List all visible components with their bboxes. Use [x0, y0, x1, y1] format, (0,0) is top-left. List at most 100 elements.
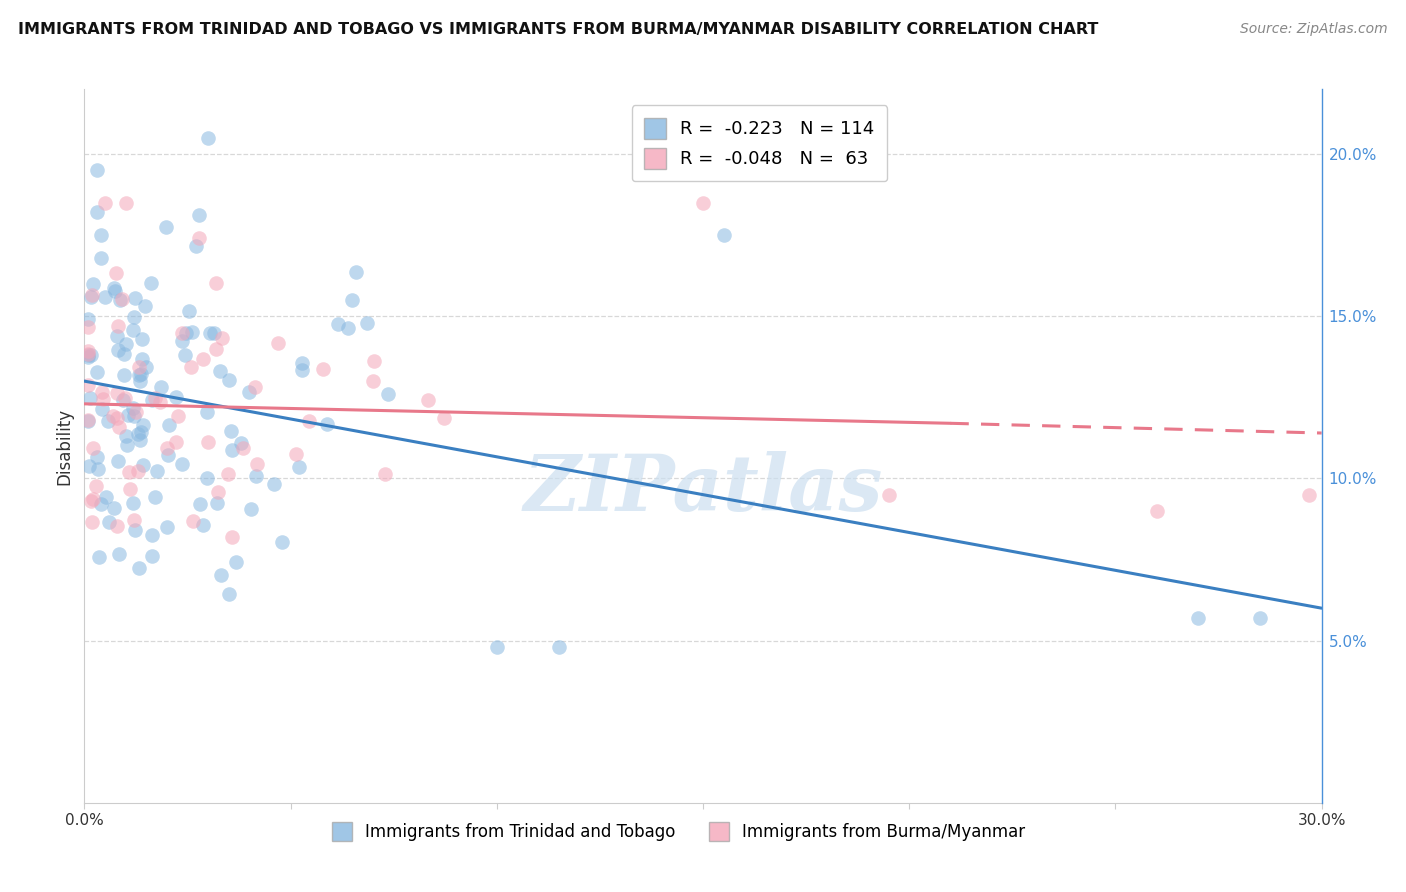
Point	[82, 288, 104, 302]
Point	[127, 464, 149, 478]
Point	[1249, 611, 1271, 625]
Point	[117, 409, 139, 423]
Point	[149, 395, 172, 409]
Point	[105, 385, 128, 400]
Point	[245, 468, 267, 483]
Point	[122, 401, 145, 415]
Point	[77, 350, 100, 364]
Point	[356, 317, 378, 331]
Point	[111, 293, 134, 307]
Point	[342, 293, 364, 307]
Point	[90, 228, 112, 243]
Point	[291, 356, 314, 370]
Point	[312, 362, 335, 376]
Point	[176, 326, 198, 341]
Point	[90, 384, 112, 399]
Point	[104, 266, 127, 280]
Point	[122, 409, 145, 423]
Point	[165, 435, 187, 450]
Point	[112, 347, 135, 361]
Point	[225, 555, 247, 569]
Point	[240, 502, 263, 516]
Point	[135, 359, 157, 374]
Point	[80, 290, 103, 304]
Point	[200, 326, 222, 341]
Point	[157, 418, 180, 433]
Point	[298, 414, 321, 428]
Point	[82, 492, 104, 507]
Point	[86, 462, 108, 476]
Point	[221, 530, 243, 544]
Point	[79, 348, 101, 362]
Point	[114, 195, 136, 210]
Point	[191, 352, 214, 367]
Point	[145, 464, 167, 478]
Point	[107, 319, 129, 334]
Point	[134, 299, 156, 313]
Point	[128, 368, 150, 382]
Point	[328, 318, 350, 332]
Point	[156, 520, 179, 534]
Point	[361, 375, 384, 389]
Point	[107, 454, 129, 468]
Y-axis label: Disability: Disability	[55, 408, 73, 484]
Point	[79, 459, 101, 474]
Point	[229, 435, 252, 450]
Legend: Immigrants from Trinidad and Tobago, Immigrants from Burma/Myanmar: Immigrants from Trinidad and Tobago, Imm…	[325, 815, 1032, 848]
Point	[221, 442, 243, 457]
Point	[205, 496, 228, 510]
Point	[124, 523, 146, 537]
Point	[218, 373, 240, 387]
Point	[267, 336, 290, 351]
Point	[94, 195, 117, 210]
Point	[90, 498, 112, 512]
Point	[205, 277, 228, 291]
Point	[93, 392, 115, 406]
Point	[208, 364, 231, 378]
Point	[82, 277, 104, 291]
Point	[485, 640, 508, 654]
Point	[155, 441, 177, 455]
Point	[122, 513, 145, 527]
Point	[316, 417, 339, 431]
Point	[205, 342, 228, 356]
Point	[86, 205, 108, 219]
Point	[186, 239, 208, 253]
Point	[433, 411, 456, 425]
Point	[344, 265, 367, 279]
Point	[218, 587, 240, 601]
Point	[115, 336, 138, 351]
Point	[238, 385, 260, 400]
Point	[363, 353, 385, 368]
Point	[86, 163, 108, 178]
Point	[91, 402, 114, 417]
Point	[188, 497, 211, 511]
Point	[94, 490, 117, 504]
Point	[82, 441, 104, 455]
Point	[114, 368, 136, 383]
Point	[77, 348, 100, 362]
Point	[211, 331, 233, 345]
Point	[107, 420, 129, 434]
Point	[77, 347, 100, 361]
Point	[129, 433, 152, 447]
Point	[131, 351, 153, 366]
Point	[143, 491, 166, 505]
Point	[128, 360, 150, 375]
Point	[97, 414, 120, 428]
Point	[118, 465, 141, 479]
Point	[132, 417, 155, 432]
Point	[103, 281, 125, 295]
Point	[80, 494, 103, 508]
Point	[86, 365, 108, 379]
Point	[129, 374, 152, 388]
Point	[77, 414, 100, 428]
Point	[288, 460, 311, 475]
Point	[141, 393, 163, 408]
Point	[90, 251, 112, 265]
Point	[195, 405, 218, 419]
Point	[114, 429, 136, 443]
Point	[141, 528, 163, 542]
Point	[79, 391, 101, 405]
Point	[877, 488, 900, 502]
